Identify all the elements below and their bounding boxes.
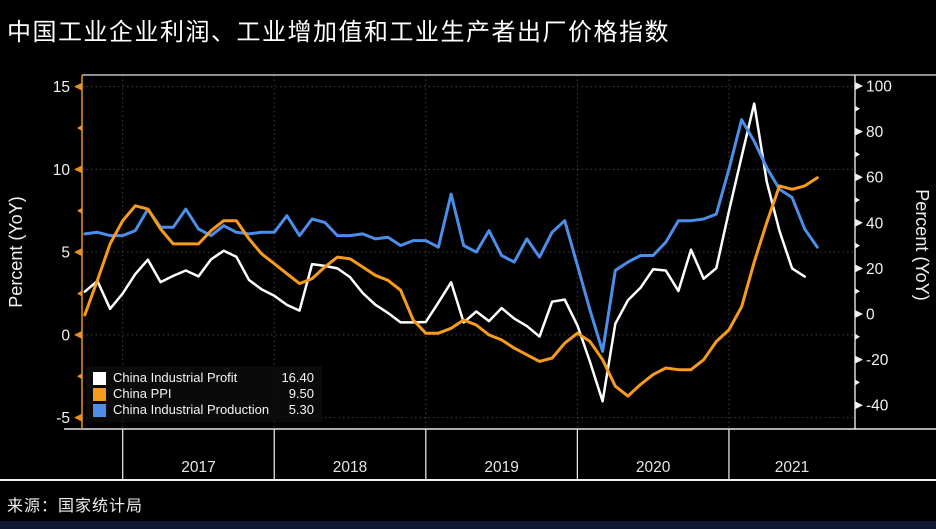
legend-swatch-profit-icon — [93, 371, 106, 385]
left-axis-tick-label: 5 — [61, 245, 70, 262]
right-axis-tick-icon — [855, 82, 863, 90]
right-axis-tick-icon — [855, 379, 860, 386]
left-axis-tick-icon — [77, 373, 82, 380]
legend-value: 16.40 — [281, 370, 314, 385]
legend-value: 5.30 — [288, 402, 314, 417]
right-axis-tick-icon — [855, 264, 863, 273]
left-axis-tick-label: -5 — [56, 410, 70, 427]
right-axis-tick-icon — [855, 105, 860, 112]
x-axis-year-label: 2020 — [636, 459, 671, 476]
right-axis-tick-icon — [855, 310, 863, 318]
legend-label: China Industrial Profit — [113, 370, 238, 385]
legend-item-industrial-profit[interactable]: China Industrial Profit 16.40 — [93, 370, 314, 386]
right-axis-tick-label: 100 — [866, 79, 892, 96]
right-axis-tick-icon — [855, 288, 860, 295]
left-axis-tick-icon — [74, 413, 82, 422]
x-axis-year-label: 2018 — [333, 459, 367, 476]
legend-item-ppi[interactable]: China PPI 9.50 — [93, 386, 314, 402]
x-axis-year-label: 2019 — [484, 459, 518, 476]
right-axis-tick-icon — [855, 127, 863, 136]
left-axis-tick-label: 10 — [53, 162, 71, 179]
left-axis-tick-icon — [77, 207, 82, 214]
right-axis-tick-label: 80 — [866, 124, 884, 141]
legend-swatch-production-icon — [93, 403, 106, 417]
left-axis-tick-label: 0 — [61, 327, 70, 344]
left-axis-title: Percent (YoY) — [6, 196, 26, 307]
left-axis-tick-icon — [74, 82, 82, 91]
x-axis-year-label: 2017 — [181, 459, 215, 476]
left-axis-tick-icon — [74, 165, 82, 174]
window-bottom-bar — [0, 521, 936, 529]
right-axis-tick-label: 60 — [866, 170, 884, 187]
right-axis-tick-label: 0 — [866, 307, 875, 324]
series-line-china-ppi — [83, 176, 819, 398]
legend-label: China PPI — [113, 386, 172, 401]
right-axis-tick-icon — [855, 333, 860, 340]
right-axis-tick-icon — [855, 218, 863, 227]
left-axis-tick-label: 15 — [53, 79, 70, 96]
right-axis-tick-icon — [855, 401, 863, 410]
series-line-china-industrial-profit — [83, 102, 806, 403]
legend-value: 9.50 — [288, 386, 314, 401]
legend-label: China Industrial Production — [113, 402, 270, 417]
right-axis-tick-label: 40 — [866, 215, 884, 232]
left-axis-tick-icon — [77, 125, 82, 132]
right-axis-tick-icon — [855, 173, 863, 182]
legend-item-industrial-production[interactable]: China Industrial Production 5.30 — [93, 402, 314, 418]
left-axis-tick-icon — [77, 290, 82, 297]
right-axis-title: Percent (YoY) — [912, 189, 932, 300]
right-axis-tick-icon — [855, 197, 860, 203]
left-axis-tick-icon — [74, 330, 82, 339]
series-line-china-industrial-production — [83, 118, 819, 353]
right-axis-tick-icon — [855, 242, 860, 249]
source-caption: 来源：国家统计局 — [7, 498, 144, 515]
right-axis-tick-label: 20 — [866, 261, 884, 278]
legend-swatch-ppi-icon — [93, 387, 106, 401]
left-axis-tick-icon — [74, 248, 82, 257]
chart-title: 中国工业企业利润、工业增加值和工业生产者出厂价格指数 — [7, 19, 670, 46]
x-axis-year-label: 2021 — [775, 459, 809, 476]
right-axis-tick-label: -20 — [866, 352, 889, 369]
right-axis-tick-icon — [855, 151, 860, 158]
right-axis-tick-icon — [855, 355, 863, 364]
chart-legend: China Industrial Profit 16.40 China PPI … — [86, 366, 322, 422]
right-axis-tick-label: -40 — [866, 398, 889, 415]
